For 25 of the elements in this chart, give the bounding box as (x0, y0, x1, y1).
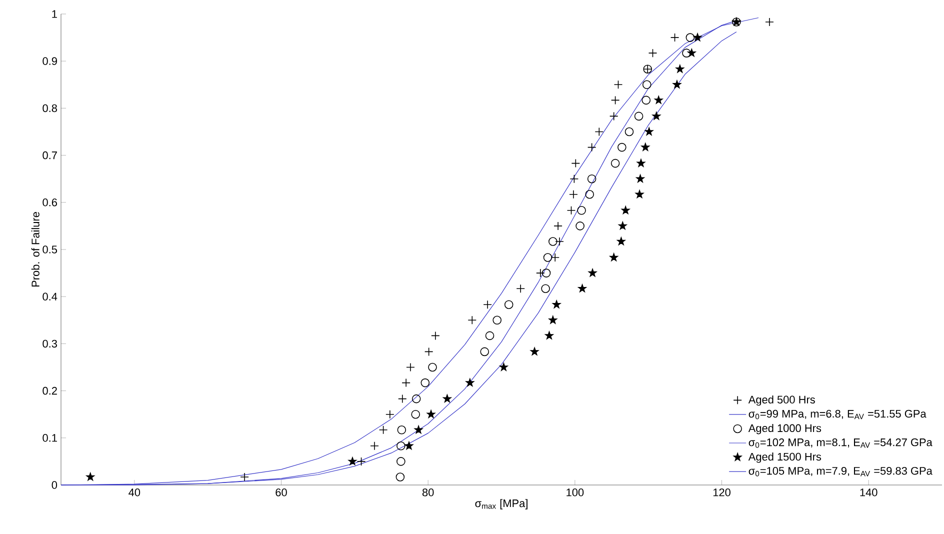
x-tick-label: 80 (422, 488, 434, 496)
x-axis-title: σ$_{max}$ [MPa] (475, 499, 528, 510)
y-tick-label: 0.6 (42, 198, 57, 206)
y-tick-label: 0.2 (42, 386, 57, 395)
y-tick-label: 0 (52, 481, 58, 489)
legend-label: σ$_{0}$=99 MPa, m=6.8, E$_{AV}$ =51.55 GPa (748, 410, 926, 420)
y-tick-label: 0.8 (42, 104, 57, 112)
x-tick-label: 100 (566, 488, 584, 496)
y-axis-title: Prob. of Failure (31, 212, 40, 287)
y-tick-label: 0.9 (42, 57, 57, 65)
x-tick-label: 40 (128, 488, 140, 496)
y-tick-label: 1 (52, 10, 57, 18)
x-tick-label: 60 (276, 488, 287, 496)
y-tick-label: 0.1 (42, 434, 57, 442)
x-tick-label: 120 (713, 488, 730, 496)
legend-label: Aged 500 Hrs (748, 395, 815, 406)
y-tick-label: 0.3 (42, 340, 57, 348)
y-tick-label: 0.5 (42, 246, 58, 254)
y-tick-label: 0.4 (42, 292, 58, 300)
y-tick-label: 0.7 (42, 151, 57, 160)
legend-label: σ$_{0}$=105 MPa, m=7.9, E$_{AV}$ =59.83 GPa (748, 466, 932, 476)
legend-label: Aged 1000 Hrs (748, 424, 822, 434)
x-tick-label: 140 (860, 488, 878, 496)
legend-label: Aged 1500 Hrs (748, 452, 822, 463)
legend-label: σ$_{0}$=102 MPa, m=8.1, E$_{AV}$ =54.27 GPa (748, 438, 932, 448)
